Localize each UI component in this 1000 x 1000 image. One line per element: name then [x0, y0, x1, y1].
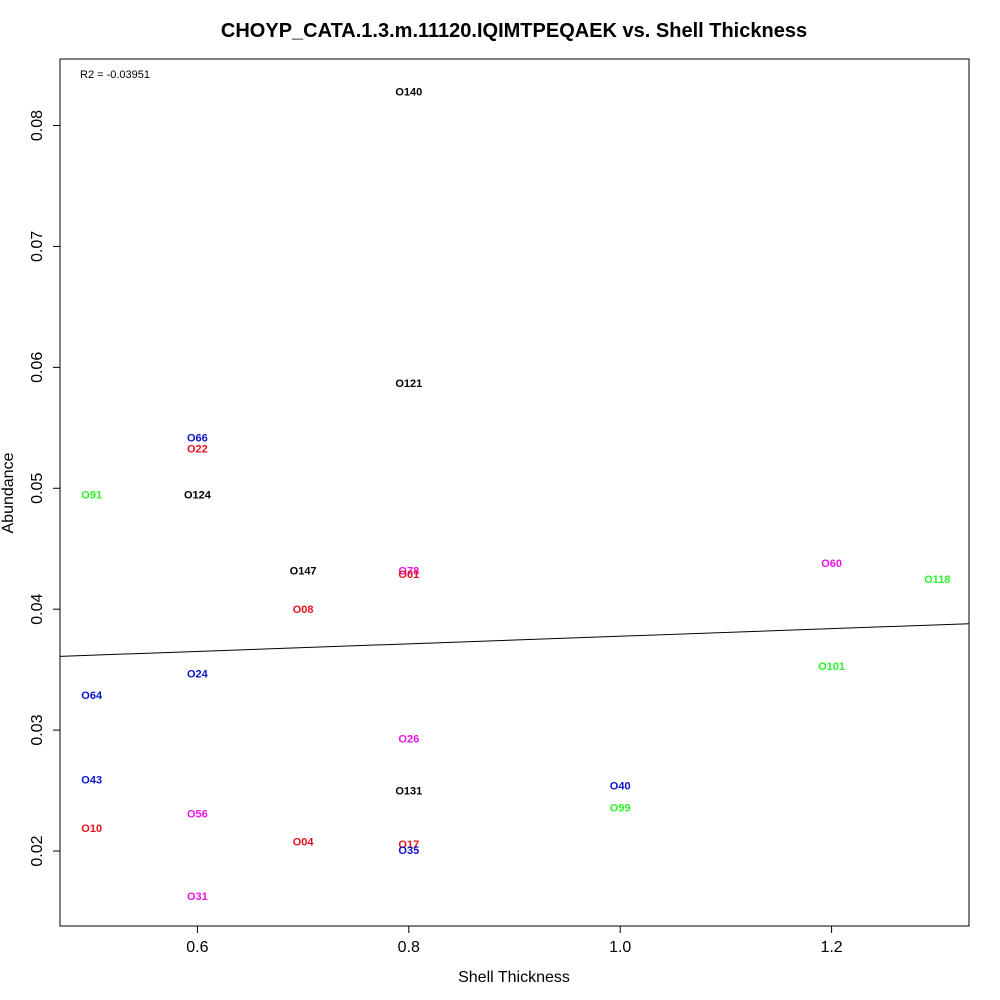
data-point-label: O121	[395, 378, 422, 390]
regression-line	[59, 623, 970, 657]
x-tick-label: 0.6	[186, 939, 208, 956]
data-point-label: O60	[821, 558, 842, 570]
data-point-label: O131	[395, 786, 422, 798]
data-point-label: O08	[293, 604, 314, 616]
data-point-label: O78	[398, 565, 419, 577]
data-point-label: O17	[398, 839, 419, 851]
data-point-label: O40	[610, 781, 631, 793]
data-point-label: O140	[395, 87, 422, 99]
y-tick-label: 0.07	[29, 231, 46, 262]
x-axis: 0.6 0.8 1.0 1.2	[186, 926, 843, 956]
y-axis: 0.02 0.03 0.04 0.05 0.06 0.07 0.08	[29, 110, 60, 867]
data-point-label: O24	[187, 668, 209, 680]
plot-frame	[59, 58, 970, 927]
data-point-label: O99	[610, 802, 631, 814]
y-tick-label: 0.06	[29, 352, 46, 383]
x-tick-label: 1.0	[609, 939, 631, 956]
r2-annotation: R2 = -0.03951	[80, 69, 150, 81]
data-point-label: O26	[398, 734, 419, 746]
x-axis-label: Shell Thickness	[458, 969, 570, 986]
y-tick-label: 0.05	[29, 473, 46, 504]
chart-title: CHOYP_CATA.1.3.m.11120.IQIMTPEQAEK vs. S…	[221, 20, 807, 42]
y-tick-label: 0.02	[29, 835, 46, 866]
data-point-label: O118	[924, 574, 950, 586]
data-point-label: O147	[290, 565, 317, 577]
data-point-label: O56	[187, 809, 208, 821]
y-axis-label: Abundance	[0, 452, 17, 533]
y-tick-label: 0.04	[29, 594, 46, 625]
x-tick-label: 1.2	[820, 939, 842, 956]
data-point-label: O01	[398, 569, 419, 581]
data-point-label: O64	[81, 690, 103, 702]
data-point-label: O04	[293, 836, 315, 848]
data-point-label: O124	[184, 489, 212, 501]
y-tick-label: 0.08	[29, 110, 46, 141]
data-point-label: O10	[81, 823, 102, 835]
data-point-label: O101	[818, 661, 845, 673]
data-point-label: O35	[398, 845, 419, 857]
data-point-label: O31	[187, 891, 208, 903]
y-tick-label: 0.03	[29, 714, 46, 745]
x-tick-label: 0.8	[398, 939, 420, 956]
regression-line-group	[59, 623, 970, 657]
data-point-label: O91	[81, 489, 102, 501]
data-point-label: O43	[81, 775, 102, 787]
data-point-label: O22	[187, 443, 208, 455]
data-point-label: O66	[187, 432, 208, 444]
